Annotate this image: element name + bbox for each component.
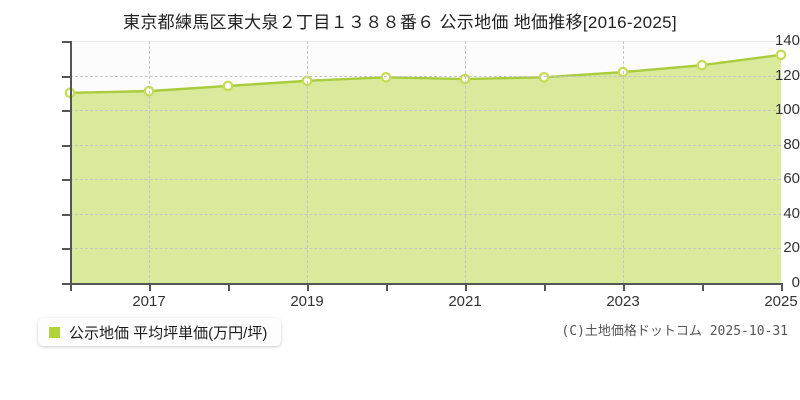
x-axis-tick-label: 2017 [132, 293, 166, 310]
data-point-marker[interactable] [696, 59, 708, 71]
gridline-horizontal [70, 179, 781, 181]
plot-area [64, 41, 787, 284]
x-axis-tick-label: 2021 [448, 293, 482, 310]
x-axis-line [70, 283, 781, 285]
y-axis-tick [62, 283, 70, 285]
y-axis-tick [62, 248, 70, 251]
gridline-vertical [623, 41, 624, 283]
chart-legend[interactable]: 公示地価 平均坪単価(万円/坪) [38, 318, 282, 346]
chart-title: 東京都練馬区東大泉２丁目１３８８番６ 公示地価 地価推移[2016-2025] [123, 13, 677, 32]
data-point-marker[interactable] [538, 71, 550, 83]
x-axis-tick-label: 2025 [764, 293, 798, 310]
x-axis-tick-label: 2023 [606, 293, 640, 310]
gridline-vertical [465, 41, 466, 283]
credit-text: (C)土地価格ドットコム 2025-10-31 [561, 324, 788, 339]
x-axis-tick [149, 283, 151, 291]
data-point-marker[interactable] [775, 49, 787, 61]
data-point-marker[interactable] [459, 73, 471, 85]
gridline-horizontal [70, 110, 781, 112]
y-axis-tick-label: 0 [791, 274, 800, 291]
x-axis-tick [544, 283, 546, 291]
y-axis-tick [62, 110, 70, 113]
x-axis-tick [228, 283, 230, 291]
y-axis-tick-label: 100 [774, 101, 800, 119]
y-axis-tick-label: 20 [783, 239, 800, 257]
y-axis-tick [62, 179, 70, 182]
gridline-horizontal [70, 41, 781, 42]
x-axis-tick [465, 283, 467, 291]
y-axis-line [70, 41, 72, 283]
x-axis-tick [70, 283, 72, 291]
area-fill [70, 54, 781, 283]
series-line [69, 53, 782, 95]
gridline-horizontal [70, 248, 781, 250]
y-axis-tick-label: 120 [774, 66, 800, 84]
legend-label: 公示地価 平均坪単価(万円/坪) [69, 324, 268, 342]
x-axis-tick [307, 283, 309, 291]
y-axis-tick [62, 41, 70, 43]
x-axis-tick [702, 283, 704, 291]
gridline-vertical [149, 41, 150, 283]
y-axis-tick-label: 140 [774, 32, 800, 49]
y-axis-tick [62, 213, 70, 216]
data-point-marker[interactable] [380, 71, 392, 83]
legend-swatch-icon [49, 326, 60, 338]
y-axis-tick-label: 40 [783, 204, 800, 222]
gridline-horizontal [70, 75, 781, 77]
y-axis-tick-label: 80 [783, 135, 800, 153]
x-axis-tick-label: 2019 [290, 293, 324, 310]
gridline-horizontal [70, 213, 781, 215]
gridline-vertical [307, 41, 308, 283]
x-axis-tick [386, 283, 388, 291]
gridline-horizontal [70, 144, 781, 146]
y-axis-tick-label: 60 [783, 170, 800, 188]
x-axis-tick [623, 283, 625, 291]
y-axis-tick [62, 144, 70, 147]
data-point-marker[interactable] [222, 80, 234, 92]
area-series-svg [64, 49, 787, 283]
x-axis-tick [781, 283, 783, 291]
y-axis-tick [62, 75, 70, 78]
